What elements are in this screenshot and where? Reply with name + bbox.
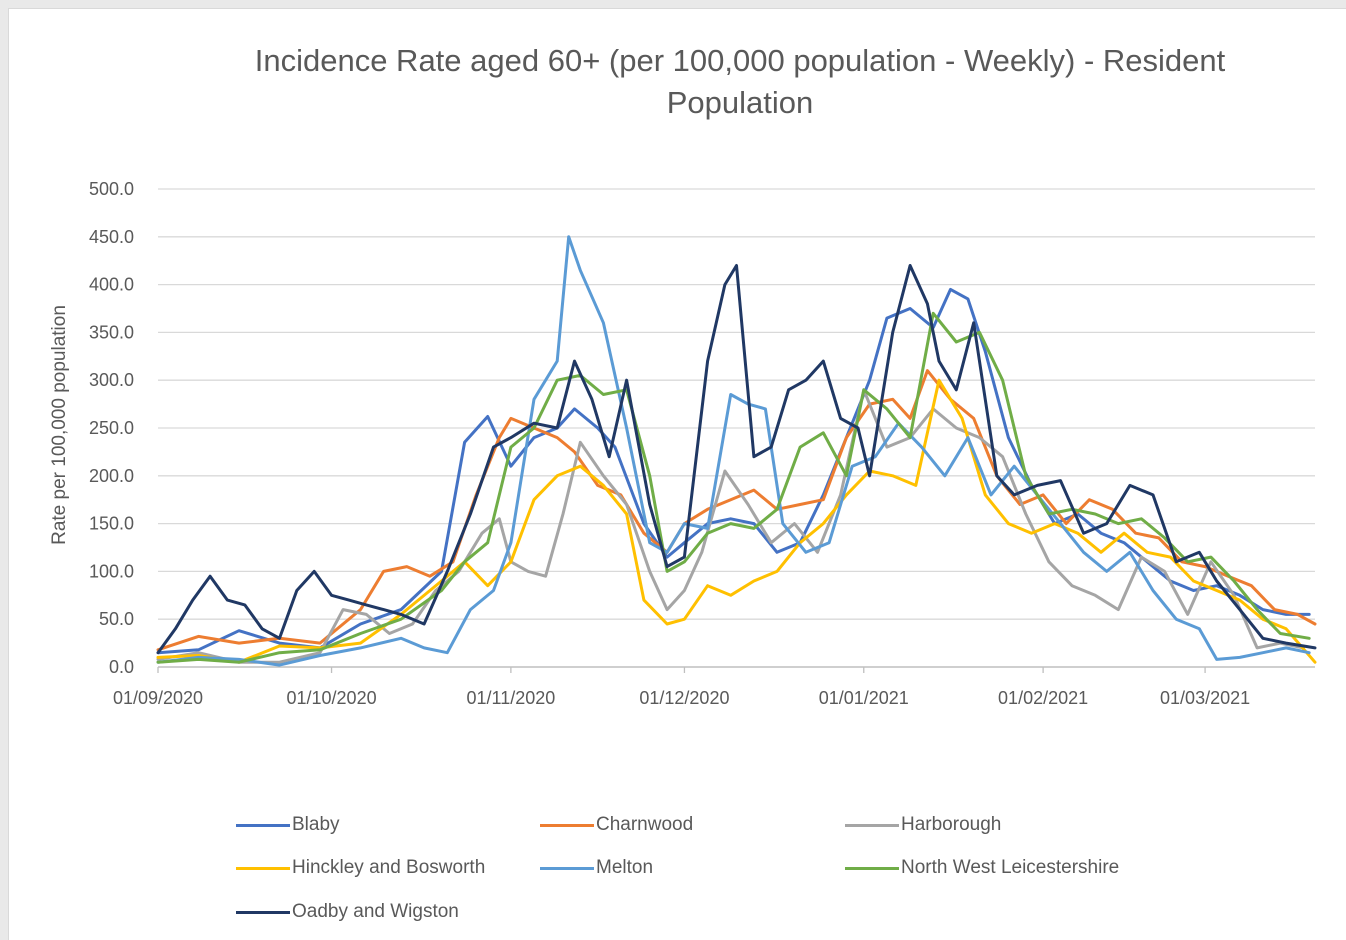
y-tick-label: 150.0 <box>89 514 134 534</box>
y-tick-label: 500.0 <box>89 179 134 199</box>
legend-label: Melton <box>596 857 654 878</box>
legend-item: North West Leicestershire <box>845 857 1119 879</box>
y-tick-label: 350.0 <box>89 322 134 342</box>
legend-item: Blaby <box>236 814 340 836</box>
chart-card <box>8 8 1346 940</box>
legend-swatch <box>236 823 290 827</box>
chart-title: Incidence Rate aged 60+ (per 100,000 pop… <box>254 43 1226 120</box>
y-tick-label: 200.0 <box>89 466 134 486</box>
y-tick-label: 250.0 <box>89 418 134 438</box>
series-line-oadby-and-wigston <box>156 264 1317 655</box>
legend-label: North West Leicestershire <box>901 857 1120 878</box>
legend-item: Hinckley and Bosworth <box>236 857 485 879</box>
legend-label: Charnwood <box>596 814 694 835</box>
x-tick-label: 01/03/2021 <box>1160 688 1250 708</box>
y-tick-label: 400.0 <box>89 275 134 295</box>
y-tick-label: 300.0 <box>89 370 134 390</box>
y-tick-label: 0.0 <box>109 657 134 677</box>
legend-label: Blaby <box>292 814 340 835</box>
legend-item: Harborough <box>845 814 1001 836</box>
series-line-north-west-leicestershire <box>156 311 1311 664</box>
series-line-charnwood <box>156 369 1317 652</box>
x-tick-label: 01/02/2021 <box>998 688 1088 708</box>
x-tick-label: 01/09/2020 <box>113 688 203 708</box>
y-tick-label: 50.0 <box>99 609 134 629</box>
legend-swatch <box>845 823 899 827</box>
legend-swatch <box>236 910 290 914</box>
legend-item: Oadby and Wigston <box>236 901 459 923</box>
legend-swatch <box>236 866 290 870</box>
series-line-blaby <box>156 287 1311 655</box>
y-tick-label: 450.0 <box>89 227 134 247</box>
x-tick-labels: 01/09/2020 01/10/2020 01/11/2020 01/12/2020… <box>113 667 1250 708</box>
legend-swatch <box>845 866 899 870</box>
x-tick-label: 01/12/2020 <box>639 688 729 708</box>
legend-item: Melton <box>540 857 653 879</box>
series-line-melton <box>156 235 1311 667</box>
y-tick-labels: 0.0 50.0 100.0 150.0 200.0 250.0 300.0 350.0 400… <box>89 179 134 677</box>
legend-label: Hinckley and Bosworth <box>292 857 486 878</box>
legend-label: Harborough <box>901 814 1002 835</box>
series-line-harborough <box>156 388 1305 664</box>
series-lines <box>156 235 1317 667</box>
x-tick-label: 01/10/2020 <box>287 688 377 708</box>
legend-label: Oadby and Wigston <box>292 901 459 922</box>
x-tick-label: 01/11/2020 <box>467 688 556 708</box>
x-tick-label: 01/01/2021 <box>819 688 909 708</box>
legend-swatch <box>540 823 594 827</box>
y-tick-label: 100.0 <box>89 561 134 581</box>
legend-item: Charnwood <box>540 814 693 836</box>
series-line-hinckley-and-bosworth <box>156 378 1317 664</box>
legend-swatch <box>540 866 594 870</box>
